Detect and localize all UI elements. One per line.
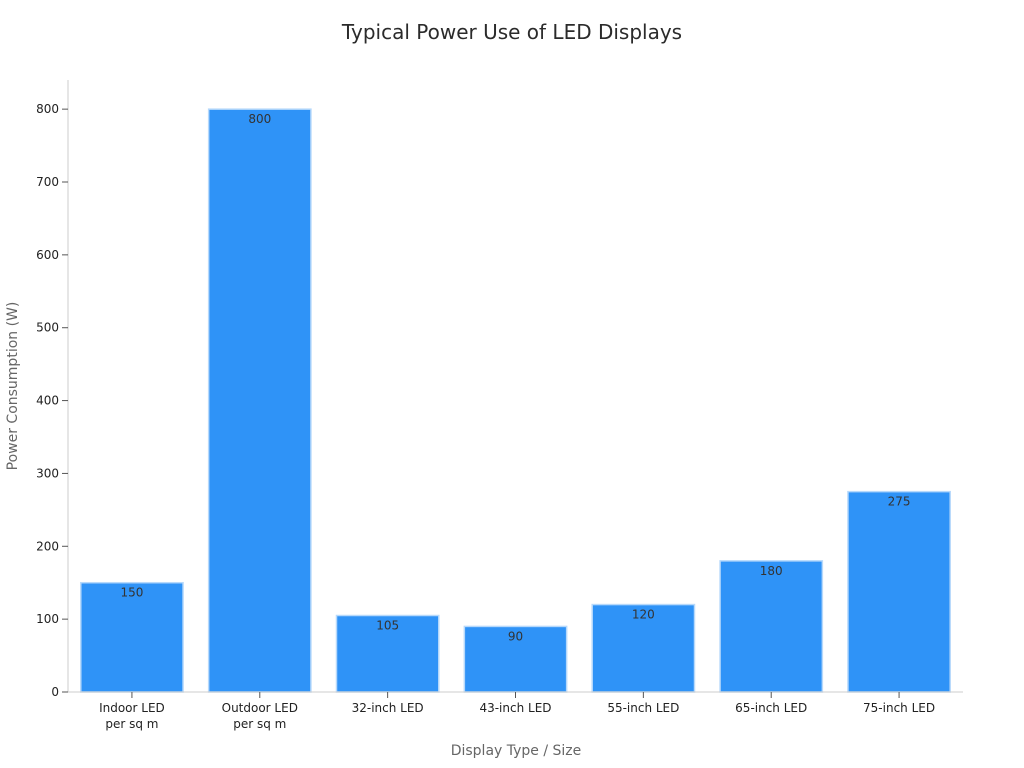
bar — [207, 108, 312, 693]
y-tick-label: 700 — [36, 175, 59, 189]
chart-title: Typical Power Use of LED Displays — [341, 20, 683, 44]
x-tick-label: 65-inch LED — [735, 701, 807, 715]
y-tick-label: 600 — [36, 248, 59, 262]
bar — [719, 560, 824, 693]
bars-group — [80, 108, 951, 693]
y-axis-title: Power Consumption (W) — [5, 302, 21, 471]
x-axis-title: Display Type / Size — [451, 743, 582, 759]
bar-value-label: 180 — [760, 564, 783, 578]
x-tick-label: 32-inch LED — [352, 701, 424, 715]
bar-labels-group: 150 800 105 90 120 180 275 — [120, 112, 910, 643]
x-tick-label: Indoor LED per sq m — [99, 701, 165, 731]
bar-value-label: 275 — [888, 495, 911, 509]
y-tick-label: 500 — [36, 321, 59, 335]
x-tick-label: 75-inch LED — [863, 701, 935, 715]
y-tick-label: 100 — [36, 612, 59, 626]
bar-value-label: 800 — [248, 112, 271, 126]
bar — [847, 490, 951, 693]
x-tick-label: Outdoor LED per sq m — [222, 701, 298, 731]
y-tick-label: 300 — [36, 466, 59, 480]
bar-value-label: 150 — [120, 586, 143, 600]
bar-value-label: 90 — [508, 629, 523, 643]
x-axis-ticks: Indoor LED per sq m Outdoor LED per sq m 32-… — [99, 692, 935, 731]
bar — [463, 625, 568, 693]
x-tick-label: 55-inch LED — [607, 701, 679, 715]
bar — [335, 614, 440, 693]
y-axis-ticks: 0 100 200 300 400 500 600 700 800 — [36, 102, 68, 699]
bar — [80, 581, 184, 693]
x-tick-label: 43-inch LED — [479, 701, 551, 715]
bar-value-label: 105 — [376, 619, 399, 633]
bar-value-label: 120 — [632, 608, 655, 622]
y-tick-label: 0 — [51, 685, 59, 699]
y-tick-label: 200 — [36, 539, 59, 553]
y-tick-label: 400 — [36, 394, 59, 408]
y-tick-label: 800 — [36, 102, 59, 116]
